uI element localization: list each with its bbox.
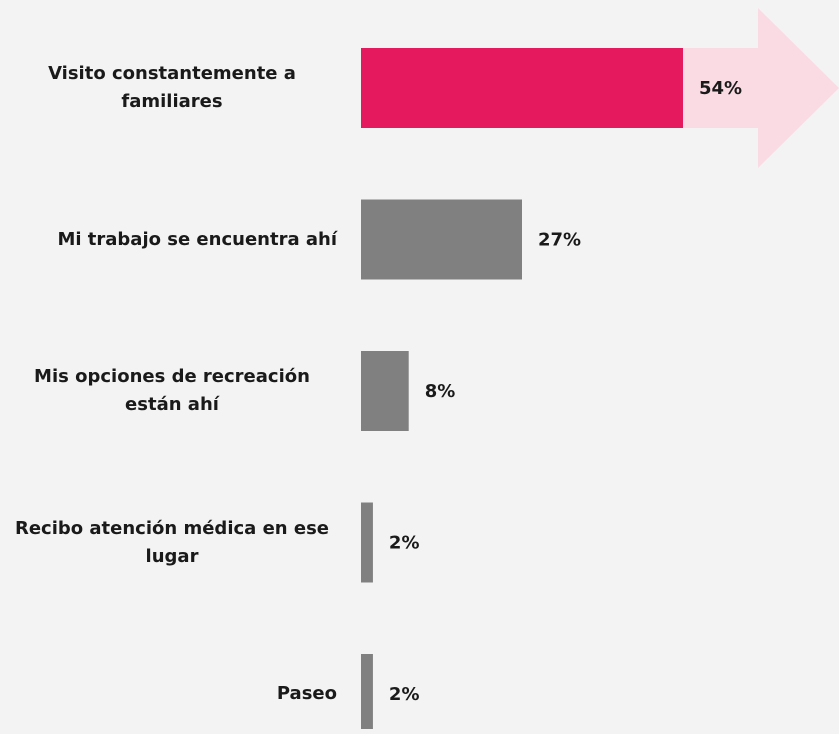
category-label: Recibo atención médica en ese lugar <box>14 517 329 567</box>
bar <box>361 502 373 583</box>
category-label-box: Recibo atención médica en ese lugar <box>7 503 337 583</box>
category-label: Mis opciones de recreación están ahí <box>34 366 310 415</box>
bar <box>361 654 373 729</box>
category-label-box: Visito constantemente a familiares <box>7 48 337 128</box>
category-label-box: Paseo <box>7 654 337 734</box>
value-label: 8% <box>425 381 456 402</box>
category-label: Visito constantemente a familiares <box>48 63 296 112</box>
value-label: 54% <box>699 78 742 99</box>
value-label: 27% <box>538 230 581 251</box>
category-label: Paseo <box>276 683 337 704</box>
category-label: Mi trabajo se encuentra ahí <box>57 228 337 250</box>
bar <box>361 199 522 280</box>
bar <box>361 48 683 128</box>
value-label: 2% <box>389 533 420 554</box>
bar <box>361 351 409 431</box>
category-label-box: Mis opciones de recreación están ahí <box>7 351 337 431</box>
value-label: 2% <box>389 684 420 705</box>
category-label-box: Mi trabajo se encuentra ahí <box>7 200 337 280</box>
